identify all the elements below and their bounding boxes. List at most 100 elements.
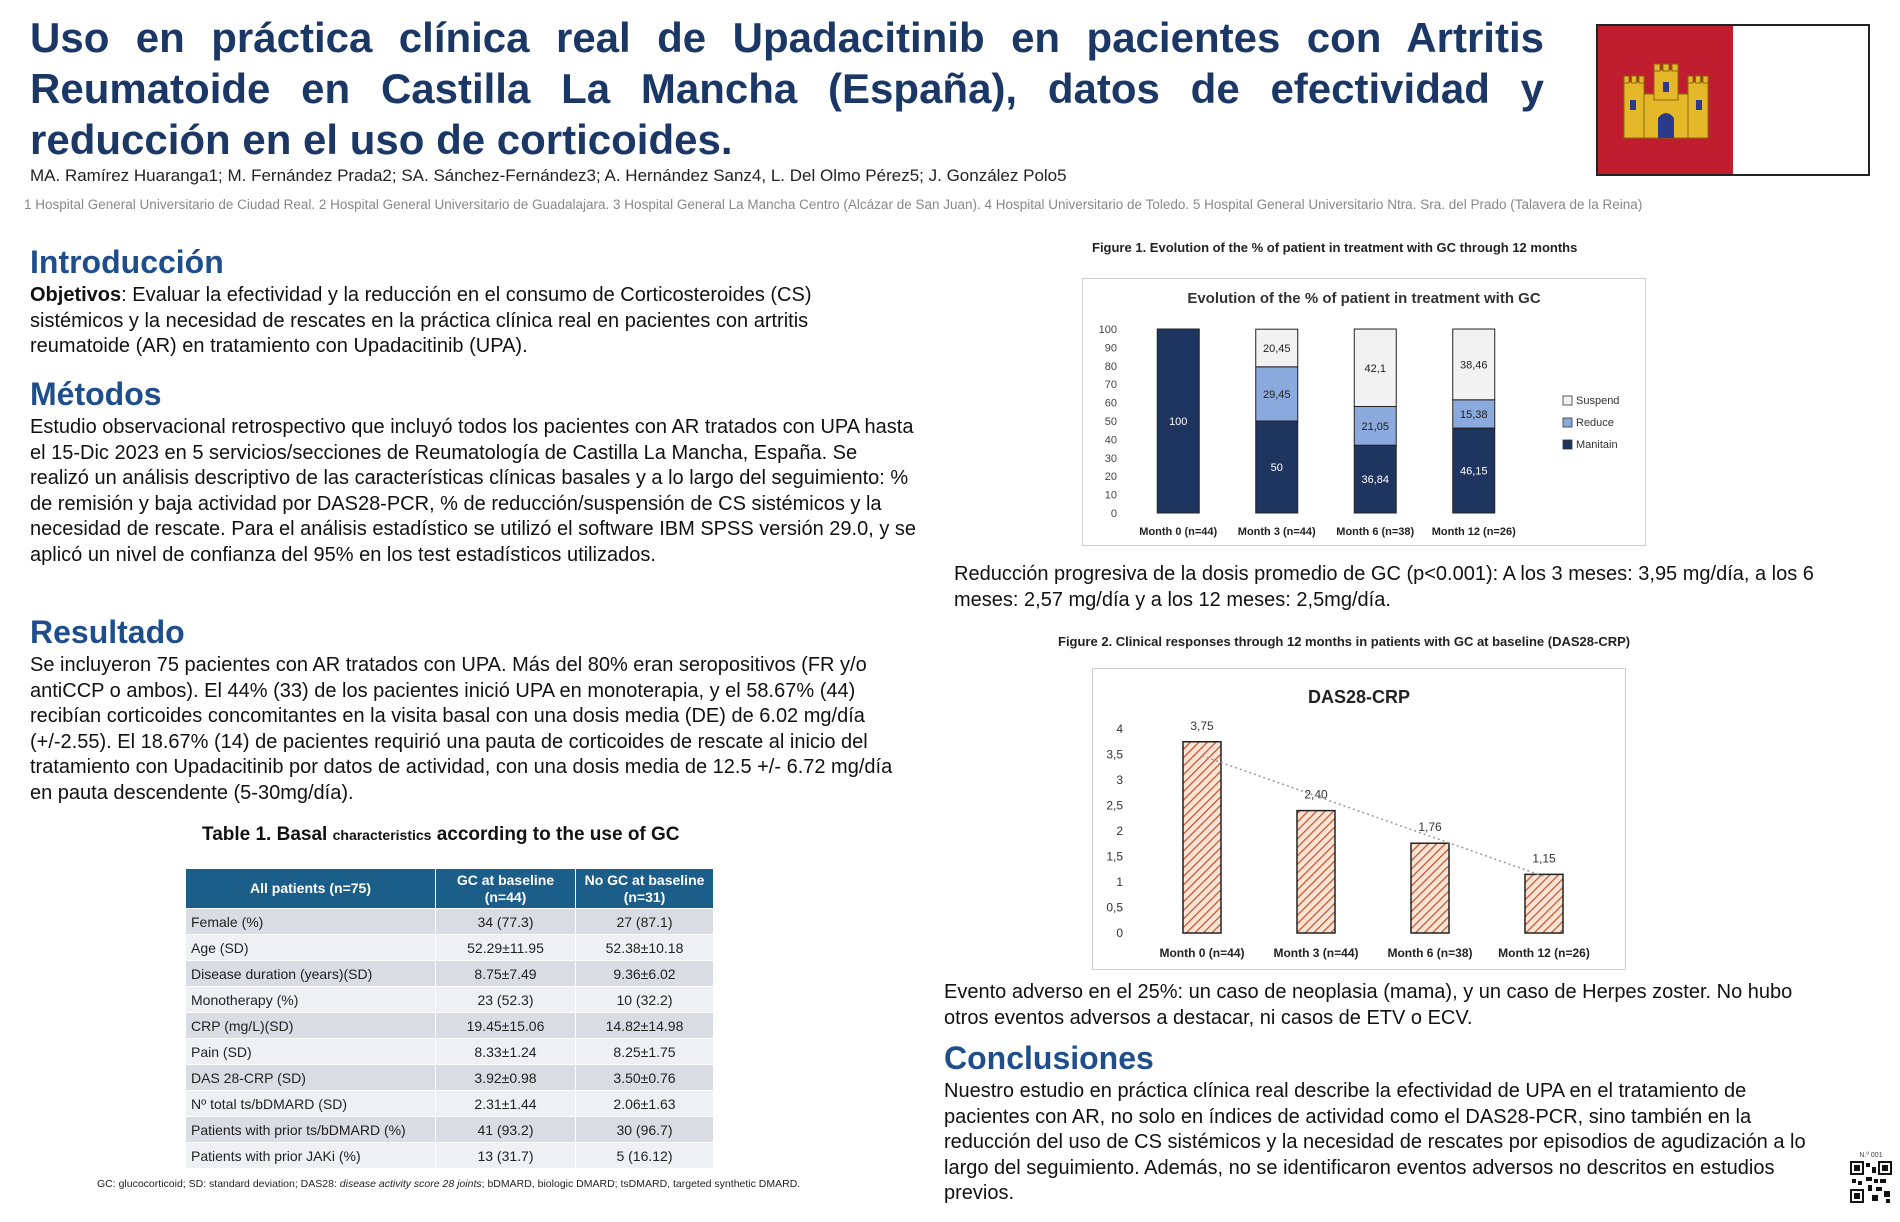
table-cell: 8.25±1.75: [575, 1038, 714, 1065]
chart1-title: Evolution of the % of patient in treatme…: [1187, 290, 1540, 307]
table-cell: DAS 28-CRP (SD): [185, 1064, 436, 1091]
legend-label: Manitain: [1576, 439, 1618, 451]
table-cell: Patients with prior JAKi (%): [185, 1142, 436, 1169]
y-tick-label: 10: [1105, 490, 1117, 502]
poster-title: Uso en práctica clínica real de Upadacit…: [30, 14, 1544, 163]
y-tick-label: 0,5: [1106, 901, 1123, 915]
x-tick-label: Month 3 (n=44): [1238, 526, 1316, 538]
table-cell: 2.31±1.44: [435, 1090, 576, 1117]
figure2-chart: DAS28-CRP 0 0,5 1 1,5 2 2,5 3 3,5 4 3,75 Month 0 (n…: [1092, 668, 1626, 970]
trend-line: [1201, 755, 1545, 878]
figure1-chart: Evolution of the % of patient in treatme…: [1082, 278, 1646, 546]
table-cell: Disease duration (years)(SD): [185, 960, 436, 987]
bar-segment-suspend: [1353, 328, 1397, 407]
table-cell: 3.92±0.98: [435, 1064, 576, 1091]
conclusions-heading: Conclusiones: [944, 1040, 1154, 1076]
table-cell: 52.29±11.95: [435, 934, 576, 961]
table-cell: 30 (96.7): [575, 1116, 714, 1143]
x-tick-label: Month 0 (n=44): [1159, 946, 1244, 960]
methods-text: Estudio observacional retrospectivo que …: [30, 416, 916, 566]
table-cell: Nº total ts/bDMARD (SD): [185, 1090, 436, 1117]
data-label: 29,45: [1263, 389, 1291, 401]
legend-label: Suspend: [1576, 395, 1619, 407]
data-label: 1,76: [1418, 820, 1442, 834]
y-tick-label: 1,5: [1106, 850, 1123, 864]
data-label: 50: [1271, 462, 1283, 474]
y-tick-label: 1: [1116, 875, 1123, 889]
bar-segment-reduce: [1353, 405, 1397, 446]
table-cell: Monotherapy (%): [185, 986, 436, 1013]
table-cell: 41 (93.2): [435, 1116, 576, 1143]
data-label: 2,40: [1304, 788, 1328, 802]
y-tick-label: 3: [1116, 773, 1123, 787]
table-cell: Pain (SD): [185, 1038, 436, 1065]
legend-swatch: [1562, 417, 1573, 428]
table-cell: 19.45±15.06: [435, 1012, 576, 1039]
y-tick-label: 50: [1105, 416, 1117, 428]
y-tick-label: 20: [1105, 471, 1117, 483]
chart2-title: DAS28-CRP: [1308, 687, 1410, 707]
table-cell: Patients with prior ts/bDMARD (%): [185, 1116, 436, 1143]
legend-swatch: [1562, 395, 1573, 406]
y-tick-label: 80: [1105, 361, 1117, 373]
das28-bar: [1182, 741, 1222, 934]
bar-segment-reduce: [1255, 366, 1299, 422]
y-tick-label: 4: [1116, 722, 1123, 736]
das28-bar: [1296, 809, 1336, 934]
objectives-text: : Evaluar la efectividad y la reducción …: [30, 284, 812, 357]
bar-segment-maintain: [1156, 328, 1200, 514]
table-cell: 52.38±10.18: [575, 934, 714, 961]
data-label: 36,84: [1361, 474, 1389, 486]
table-cell: 9.36±6.02: [575, 960, 714, 987]
y-tick-label: 30: [1105, 453, 1117, 465]
methods-heading: Métodos: [30, 376, 162, 412]
table-row: Patients with prior ts/bDMARD (%) 41 (93.…: [185, 1116, 714, 1143]
x-tick-label: Month 0 (n=44): [1139, 526, 1217, 538]
legend-swatch: [1562, 439, 1573, 450]
data-label: 38,46: [1460, 359, 1488, 371]
table-cell: 23 (52.3): [435, 986, 576, 1013]
y-tick-label: 2: [1116, 824, 1123, 838]
y-tick-label: 2,5: [1106, 799, 1123, 813]
objectives-label: Objetivos: [30, 284, 122, 306]
y-tick-label: 70: [1105, 379, 1117, 391]
y-tick-label: 100: [1099, 324, 1117, 336]
adverse-events-text: Evento adverso en el 25%: un caso de neo…: [944, 981, 1793, 1029]
table-cell: 8.75±7.49: [435, 960, 576, 987]
table-cell: Age (SD): [185, 934, 436, 961]
table-cell: 27 (87.1): [575, 908, 714, 935]
basal-characteristics-table: All patients (n=75) GC at baseline (n=44…: [185, 868, 714, 1169]
das28-crp-bar-chart: DAS28-CRP 0 0,5 1 1,5 2 2,5 3 3,5 4 3,75 Month 0 (n…: [1106, 687, 1590, 960]
qr-code[interactable]: N.º 001: [1848, 1152, 1894, 1216]
data-label: 20,45: [1263, 343, 1291, 355]
x-tick-label: Month 6 (n=38): [1336, 526, 1414, 538]
table-cell: CRP (mg/L)(SD): [185, 1012, 436, 1039]
intro-heading: Introducción: [30, 244, 224, 280]
table1-title: Table 1. Basal characteristics according…: [202, 824, 680, 845]
table-header-row: All patients (n=75) GC at baseline (n=44…: [185, 868, 714, 909]
table1-footnote: GC: glucocorticoid; SD: standard deviati…: [97, 1178, 801, 1190]
y-tick-label: 3,5: [1106, 748, 1123, 762]
castilla-la-mancha-flag: [1596, 24, 1870, 176]
das28-bar: [1410, 842, 1450, 934]
data-label: 1,15: [1532, 851, 1556, 865]
legend-label: Reduce: [1576, 417, 1614, 429]
authors: MA. Ramírez Huaranga1; M. Fernández Prad…: [30, 166, 1067, 185]
table-header: GC at baseline (n=44): [435, 868, 576, 909]
x-tick-label: Month 12 (n=26): [1498, 946, 1590, 960]
x-tick-label: Month 6 (n=38): [1387, 946, 1472, 960]
data-label: 15,38: [1460, 409, 1488, 421]
table-header: No GC at baseline (n=31): [575, 868, 714, 909]
y-tick-label: 40: [1105, 434, 1117, 446]
figure2-caption: Figure 2. Clinical responses through 12 …: [1058, 634, 1631, 649]
table-cell: 3.50±0.76: [575, 1064, 714, 1091]
bar-segment-maintain: [1452, 427, 1496, 514]
intro-text: Objetivos: Evaluar la efectividad y la r…: [30, 283, 890, 360]
data-label: 42,1: [1365, 363, 1386, 375]
bar-segment-suspend: [1452, 328, 1496, 401]
table-row: Monotherapy (%) 23 (52.3) 10 (32.2): [185, 986, 714, 1013]
table-row: Patients with prior JAKi (%) 13 (31.7) 5 (…: [185, 1142, 714, 1169]
data-label: 46,15: [1460, 466, 1488, 478]
results-heading: Resultado: [30, 614, 185, 650]
y-tick-label: 0: [1116, 926, 1123, 940]
